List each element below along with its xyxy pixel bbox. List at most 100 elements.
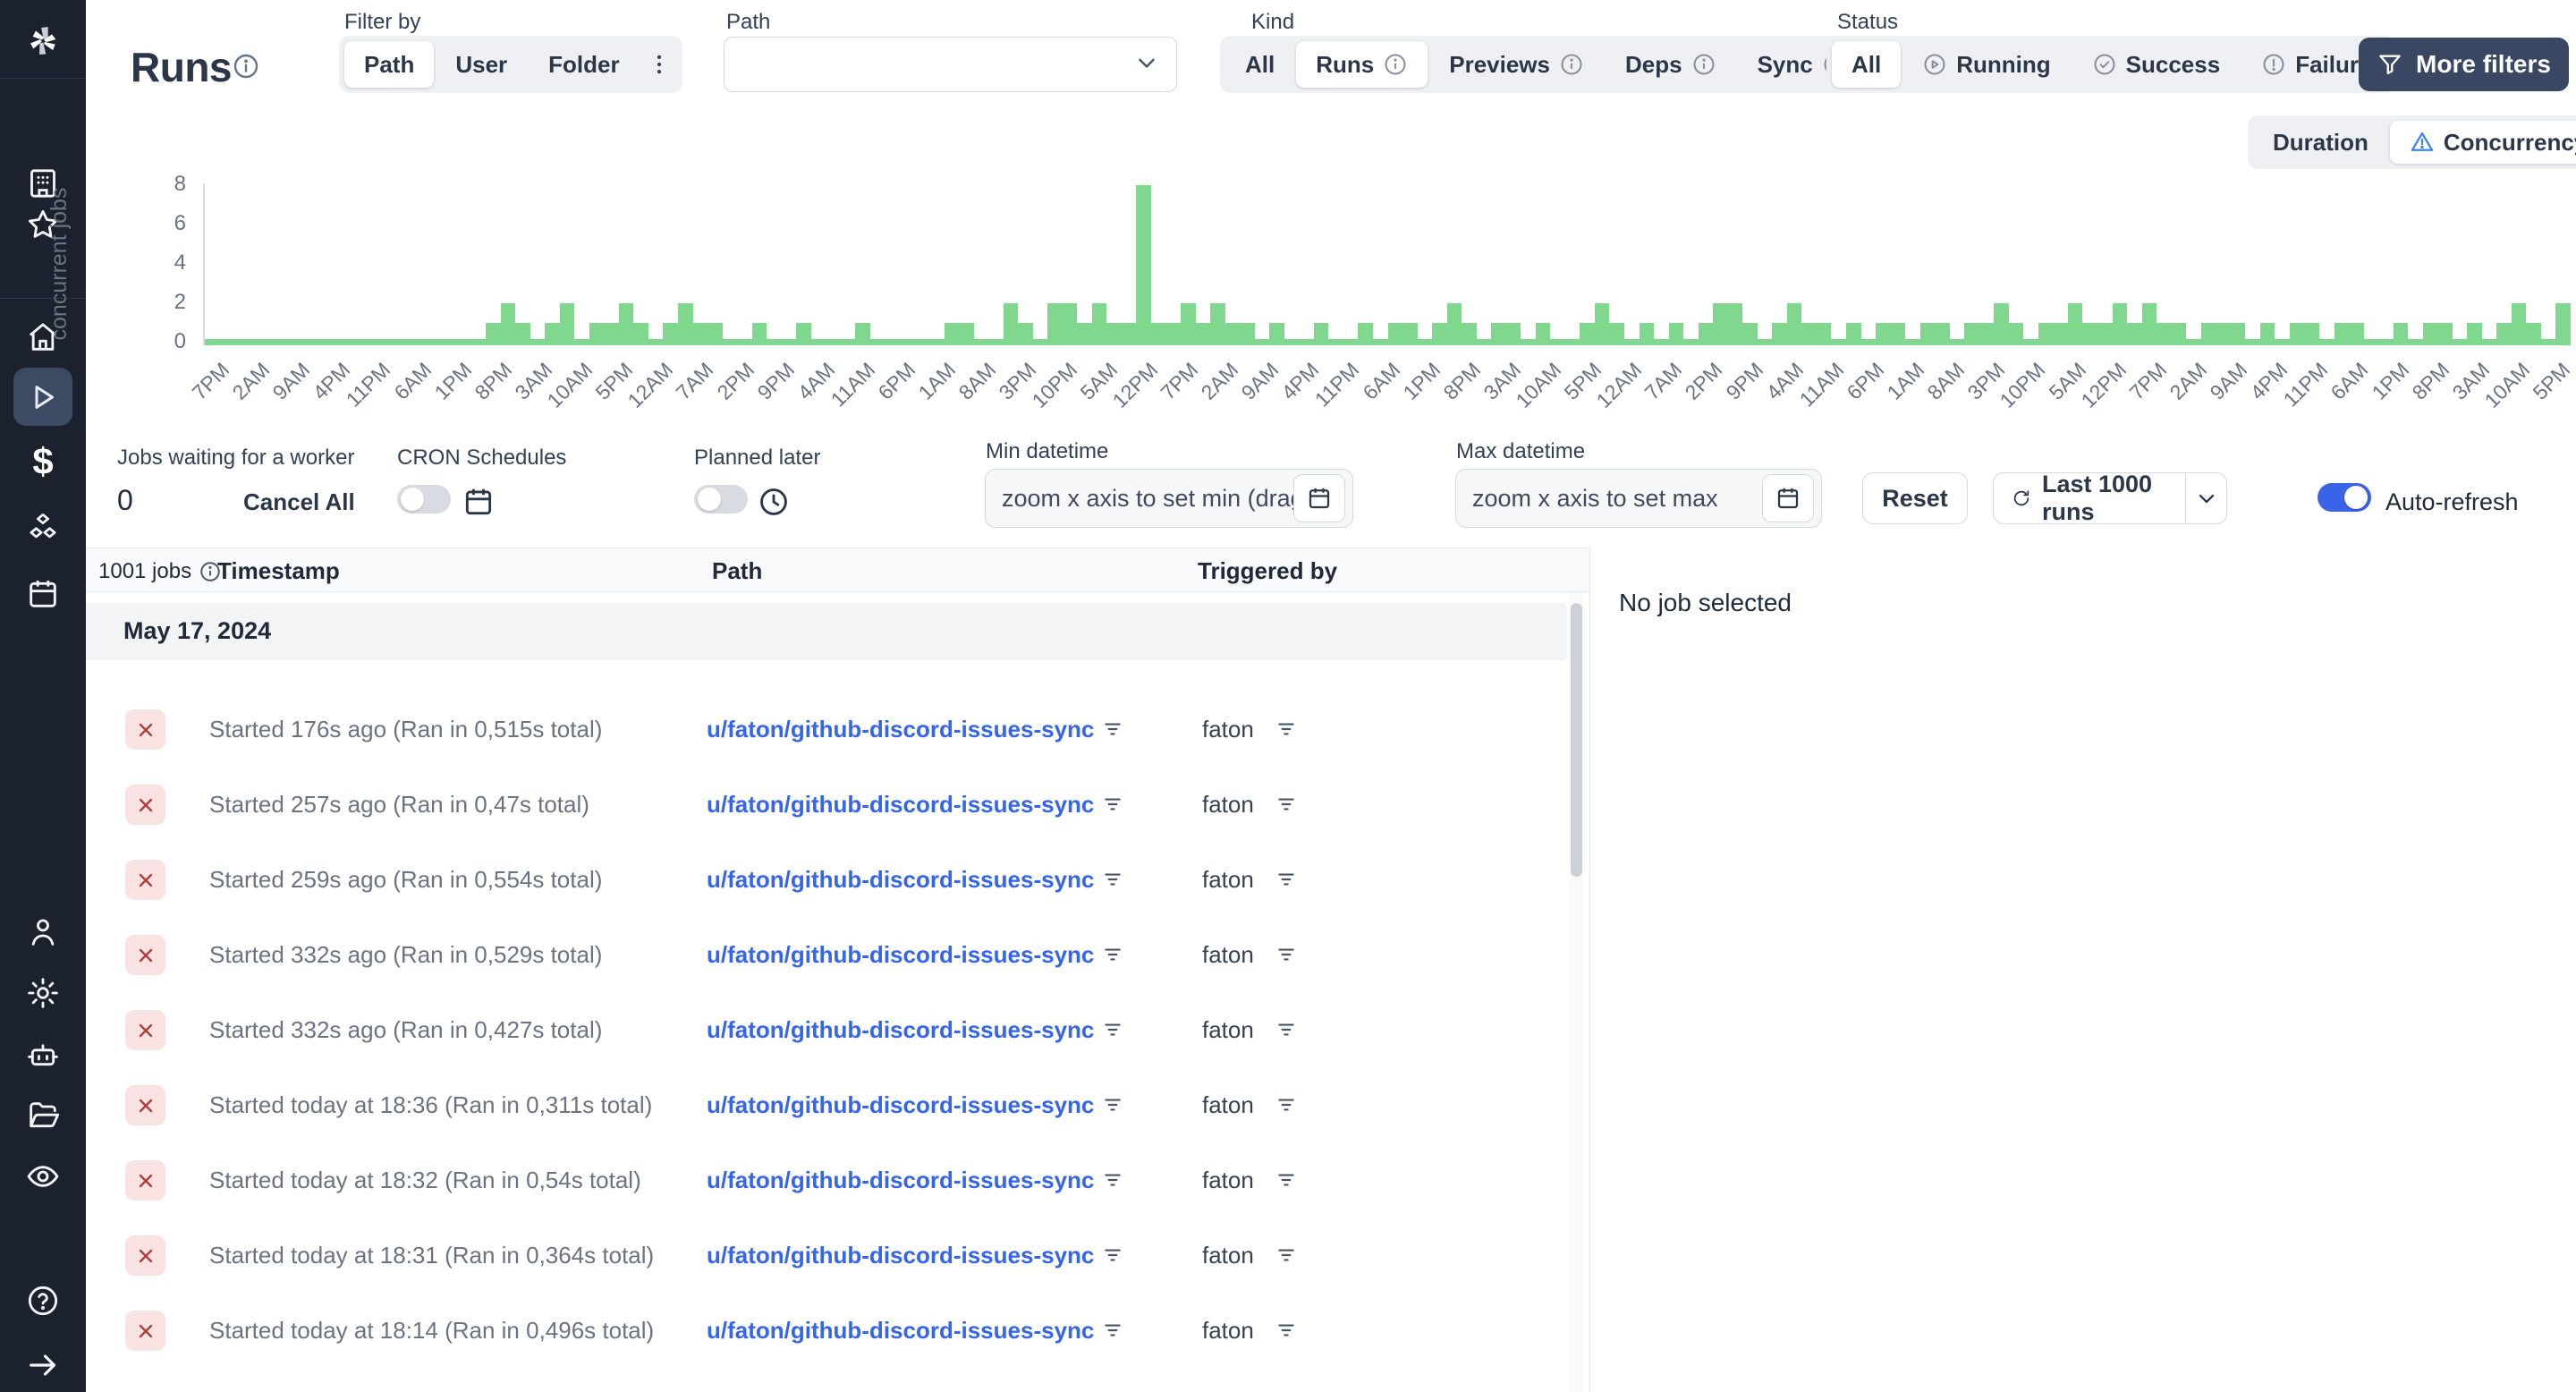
- filter-by-user-icon[interactable]: [1275, 1168, 1298, 1196]
- table-row[interactable]: Started today at 18:36 (Ran in 0,311s to…: [86, 1085, 1567, 1142]
- help-icon[interactable]: [0, 1283, 86, 1319]
- failure-status-badge[interactable]: [125, 1160, 165, 1201]
- kind-deps-option[interactable]: Deps: [1606, 41, 1736, 88]
- planned-later-toggle[interactable]: [694, 485, 748, 514]
- table-row[interactable]: Started 259s ago (Ran in 0,554s total) u…: [86, 860, 1567, 917]
- filter-by-path-icon[interactable]: [1101, 1319, 1124, 1346]
- variables-icon[interactable]: $: [32, 440, 54, 482]
- failure-status-badge[interactable]: [125, 860, 165, 900]
- runs-count-select[interactable]: Last 1000 runs: [1993, 471, 2227, 525]
- run-triggered-by: faton: [1202, 1242, 1254, 1269]
- info-icon[interactable]: [232, 52, 260, 85]
- filter-by-user-icon[interactable]: [1275, 868, 1298, 895]
- table-row[interactable]: Started today at 18:31 (Ran in 0,364s to…: [86, 1235, 1567, 1293]
- run-path-link[interactable]: u/faton/github-discord-issues-sync: [707, 866, 1095, 893]
- filter-by-user-icon[interactable]: [1275, 717, 1298, 745]
- run-path-link[interactable]: u/faton/github-discord-issues-sync: [707, 791, 1095, 818]
- run-path-link[interactable]: u/faton/github-discord-issues-sync: [707, 1016, 1095, 1043]
- jobs-waiting-count: 0: [117, 484, 133, 516]
- refresh-icon: [2013, 490, 2029, 506]
- schedules-calendar-icon[interactable]: [0, 576, 86, 612]
- run-path-link[interactable]: u/faton/github-discord-issues-sync: [707, 716, 1095, 743]
- windmill-logo-icon[interactable]: [0, 23, 86, 59]
- table-row[interactable]: Started 332s ago (Ran in 0,427s total) u…: [86, 1010, 1567, 1067]
- min-datetime-calendar-button[interactable]: [1293, 474, 1345, 522]
- failure-status-badge[interactable]: [125, 1311, 165, 1351]
- failure-status-badge[interactable]: [125, 785, 165, 825]
- filter-by-user-icon[interactable]: [1275, 1243, 1298, 1271]
- max-datetime-input[interactable]: [1472, 484, 1762, 513]
- favorites-star-icon[interactable]: [0, 207, 86, 242]
- status-all-option[interactable]: All: [1832, 41, 1902, 88]
- filter-by-user-icon[interactable]: [1275, 793, 1298, 820]
- filter-by-path-option[interactable]: Path: [344, 41, 435, 88]
- users-icon[interactable]: [0, 914, 86, 950]
- home-icon[interactable]: [0, 319, 86, 355]
- filter-by-path-icon[interactable]: [1101, 868, 1124, 895]
- failure-status-badge[interactable]: [125, 1085, 165, 1125]
- filter-by-path-icon[interactable]: [1101, 943, 1124, 971]
- filter-by-user-option[interactable]: User: [455, 50, 508, 78]
- run-path-link[interactable]: u/faton/github-discord-issues-sync: [707, 941, 1095, 968]
- min-datetime-input[interactable]: [1002, 484, 1293, 513]
- column-header-timestamp[interactable]: Timestamp: [217, 557, 340, 584]
- filter-by-user-icon[interactable]: [1275, 1319, 1298, 1346]
- sidebar-item-runs[interactable]: [13, 368, 72, 426]
- settings-gear-icon[interactable]: [0, 975, 86, 1011]
- chart-bars[interactable]: [205, 185, 2571, 343]
- workers-robot-icon[interactable]: [0, 1036, 86, 1072]
- run-path-link[interactable]: u/faton/github-discord-issues-sync: [707, 1242, 1095, 1269]
- kebab-menu-icon[interactable]: [641, 41, 677, 88]
- chart-mode-duration[interactable]: Duration: [2273, 128, 2368, 156]
- auto-refresh-toggle[interactable]: [2318, 483, 2371, 512]
- run-path-link[interactable]: u/faton/github-discord-issues-sync: [707, 1091, 1095, 1118]
- filter-by-path-icon[interactable]: [1101, 793, 1124, 820]
- filter-by-path-icon[interactable]: [1101, 717, 1124, 745]
- folders-icon[interactable]: [0, 1098, 86, 1133]
- path-filter-select[interactable]: [724, 37, 1177, 92]
- filter-by-path-icon[interactable]: [1101, 1168, 1124, 1196]
- status-running-option[interactable]: Running: [1902, 41, 2070, 88]
- failure-status-badge[interactable]: [125, 709, 165, 750]
- filter-by-path-icon[interactable]: [1101, 1243, 1124, 1271]
- run-path-link[interactable]: u/faton/github-discord-issues-sync: [707, 1317, 1095, 1344]
- column-header-triggered-by[interactable]: Triggered by: [1198, 557, 1338, 584]
- table-row[interactable]: Started today at 18:32 (Ran in 0,54s tot…: [86, 1160, 1567, 1218]
- info-icon[interactable]: [199, 560, 222, 583]
- more-filters-button[interactable]: More filters: [2359, 38, 2569, 91]
- filter-by-user-icon[interactable]: [1275, 1093, 1298, 1121]
- table-row[interactable]: Started 257s ago (Ran in 0,47s total) u/…: [86, 785, 1567, 842]
- cron-schedules-toggle[interactable]: [397, 485, 451, 514]
- failure-status-badge[interactable]: [125, 1235, 165, 1276]
- warning-triangle-icon: [2411, 132, 2434, 151]
- chevron-down-icon[interactable]: [2185, 473, 2226, 523]
- table-row[interactable]: Started 176s ago (Ran in 0,515s total) u…: [86, 709, 1567, 767]
- resources-icon[interactable]: [0, 510, 86, 546]
- table-row[interactable]: Started today at 18:14 (Ran in 0,496s to…: [86, 1311, 1567, 1368]
- workspace-icon[interactable]: [0, 166, 86, 201]
- run-path-link[interactable]: u/faton/github-discord-issues-sync: [707, 1167, 1095, 1193]
- max-datetime-calendar-button[interactable]: [1762, 474, 1814, 522]
- table-row[interactable]: Started 332s ago (Ran in 0,529s total) u…: [86, 935, 1567, 992]
- filter-by-folder-option[interactable]: Folder: [548, 50, 620, 78]
- cancel-all-button[interactable]: Cancel All: [243, 488, 355, 515]
- reset-button[interactable]: Reset: [1862, 472, 1968, 524]
- failure-status-badge[interactable]: [125, 935, 165, 975]
- column-header-path[interactable]: Path: [712, 557, 763, 584]
- expand-arrow-icon[interactable]: [0, 1347, 86, 1383]
- scrollbar-thumb[interactable]: [1571, 603, 1582, 877]
- filter-by-user-icon[interactable]: [1275, 1018, 1298, 1046]
- failure-status-badge[interactable]: [125, 1010, 165, 1050]
- audit-logs-eye-icon[interactable]: [0, 1159, 86, 1194]
- play-icon: [35, 385, 54, 409]
- filter-by-user-icon[interactable]: [1275, 943, 1298, 971]
- chart-mode-concurrency[interactable]: Concurrency: [2389, 121, 2576, 164]
- filter-by-path-icon[interactable]: [1101, 1093, 1124, 1121]
- kind-all-option[interactable]: All: [1245, 50, 1275, 78]
- kind-previews-option[interactable]: Previews: [1429, 41, 1604, 88]
- date-group-label: May 17, 2024: [123, 617, 272, 644]
- filter-by-path-icon[interactable]: [1101, 1018, 1124, 1046]
- run-timestamp: Started 176s ago (Ran in 0,515s total): [209, 716, 603, 743]
- kind-runs-option[interactable]: Runs: [1296, 41, 1428, 88]
- status-success-option[interactable]: Success: [2072, 41, 2241, 88]
